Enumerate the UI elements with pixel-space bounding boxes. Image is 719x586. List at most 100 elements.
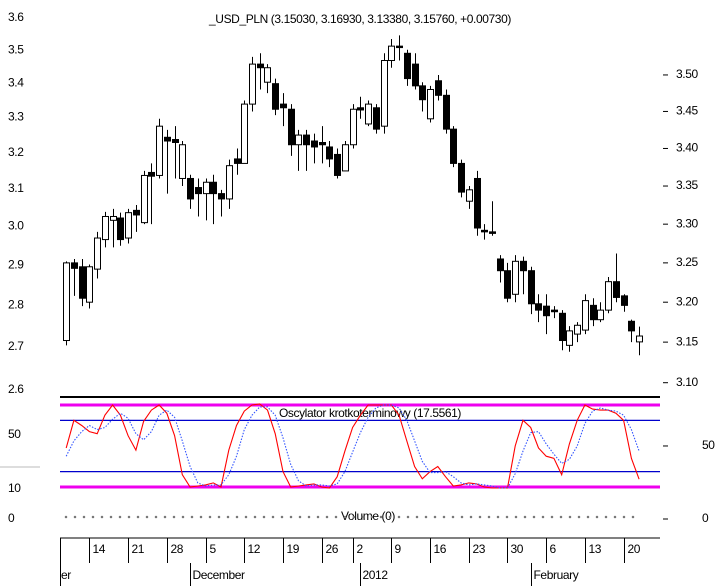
- candle-body: [427, 88, 434, 120]
- candle-body: [574, 324, 581, 335]
- right-tick-label: 0: [702, 511, 709, 525]
- left-tick-label: 3.0: [8, 219, 24, 233]
- left-tick-label: 3.5: [8, 42, 24, 56]
- candle-body: [621, 295, 628, 306]
- candle-body: [63, 262, 70, 342]
- candle-body: [590, 304, 597, 321]
- left-tick-label: 2.6: [8, 382, 24, 396]
- right-tick-label: 3.50: [676, 67, 698, 81]
- candle-body: [172, 139, 179, 144]
- candle-body: [350, 108, 357, 146]
- month-label: December: [193, 568, 246, 582]
- right-tick-label: 3.45: [676, 104, 698, 118]
- candle-body: [272, 83, 279, 110]
- candle-body: [210, 181, 217, 195]
- candle-body: [504, 270, 511, 299]
- left-tick-label: 2.9: [8, 257, 24, 271]
- candle-body: [566, 330, 573, 346]
- right-tick-label: 3.20: [676, 294, 698, 308]
- left-tick-label: 3.6: [8, 10, 24, 24]
- oscillator-title: Oscylator krotkoterminowy (17.5561): [279, 406, 461, 420]
- candle-body: [419, 85, 426, 101]
- candle-body: [512, 260, 519, 295]
- candle-body: [249, 63, 256, 105]
- candle-body: [582, 300, 589, 331]
- candle-body: [164, 136, 171, 142]
- candle-body: [319, 142, 326, 146]
- x-tick-label: 21: [132, 542, 145, 556]
- right-tick-label: 3.25: [676, 255, 698, 269]
- candle-body: [613, 281, 620, 298]
- candle-body: [257, 63, 264, 69]
- candle-body: [195, 187, 202, 195]
- candle-body: [187, 177, 194, 200]
- x-tick-label: 30: [511, 542, 524, 556]
- month-label: 2012: [363, 568, 389, 582]
- x-tick-label: 6: [550, 542, 557, 556]
- candle-body: [543, 305, 550, 317]
- x-tick-label: 20: [628, 542, 641, 556]
- candle-body: [288, 108, 295, 146]
- left-tick-label: 3.2: [8, 145, 24, 159]
- x-tick-label: 28: [171, 542, 184, 556]
- candle-body: [156, 125, 163, 176]
- candle-body: [117, 217, 124, 241]
- volume-title: Volume (0): [341, 509, 395, 523]
- x-tick-label: 16: [434, 542, 447, 556]
- candle-body: [396, 45, 403, 49]
- candle-body: [520, 260, 527, 272]
- candle-body: [125, 212, 132, 239]
- candle-body: [86, 266, 93, 303]
- right-tick-label: 3.35: [676, 178, 698, 192]
- month-label: February: [534, 568, 579, 582]
- candle-body: [528, 270, 535, 305]
- candle-body: [311, 140, 318, 148]
- x-tick-label: 23: [473, 542, 486, 556]
- candle-body: [388, 45, 395, 62]
- candle-body: [102, 215, 109, 241]
- candle-body: [71, 262, 78, 269]
- candle-body: [342, 144, 349, 172]
- candle-body: [280, 103, 287, 109]
- x-tick-label: 5: [210, 542, 217, 556]
- candle-body: [148, 171, 155, 177]
- left-tick-label: 3.1: [8, 181, 24, 195]
- candle-body: [79, 266, 86, 299]
- right-tick-label: 3.40: [676, 141, 698, 155]
- candle-body: [226, 165, 233, 200]
- left-tick-label: 3.4: [8, 75, 24, 89]
- x-tick-label: 2: [357, 542, 364, 556]
- left-tick-label: 50: [8, 427, 21, 441]
- candle-body: [497, 258, 504, 272]
- candle-body: [636, 335, 643, 343]
- candle-body: [264, 67, 271, 83]
- x-tick-label: 26: [326, 542, 339, 556]
- candle-body: [450, 128, 457, 164]
- candle-body: [443, 94, 450, 130]
- candle-body: [597, 309, 604, 321]
- left-tick-label: 0: [8, 511, 15, 525]
- candle-body: [373, 107, 380, 130]
- candle-body: [203, 181, 210, 195]
- candle-body: [141, 174, 148, 224]
- candle-body: [334, 153, 341, 176]
- candle-body: [303, 134, 310, 146]
- candle-body: [535, 303, 542, 311]
- candle-body: [133, 209, 140, 216]
- right-tick-label: 50: [702, 438, 715, 452]
- candle-body: [326, 146, 333, 160]
- candle-body: [381, 60, 388, 127]
- x-tick-label: 13: [589, 542, 602, 556]
- candle-body: [179, 144, 186, 179]
- candle-body: [551, 309, 558, 313]
- candle-body: [605, 281, 612, 311]
- left-tick-label: 10: [8, 481, 21, 495]
- left-tick-label: 2.7: [8, 339, 24, 353]
- candle-body: [435, 80, 442, 96]
- candle-body: [110, 215, 117, 221]
- right-tick-label: 3.15: [676, 334, 698, 348]
- month-label: er: [61, 568, 71, 582]
- candle-body: [295, 134, 302, 146]
